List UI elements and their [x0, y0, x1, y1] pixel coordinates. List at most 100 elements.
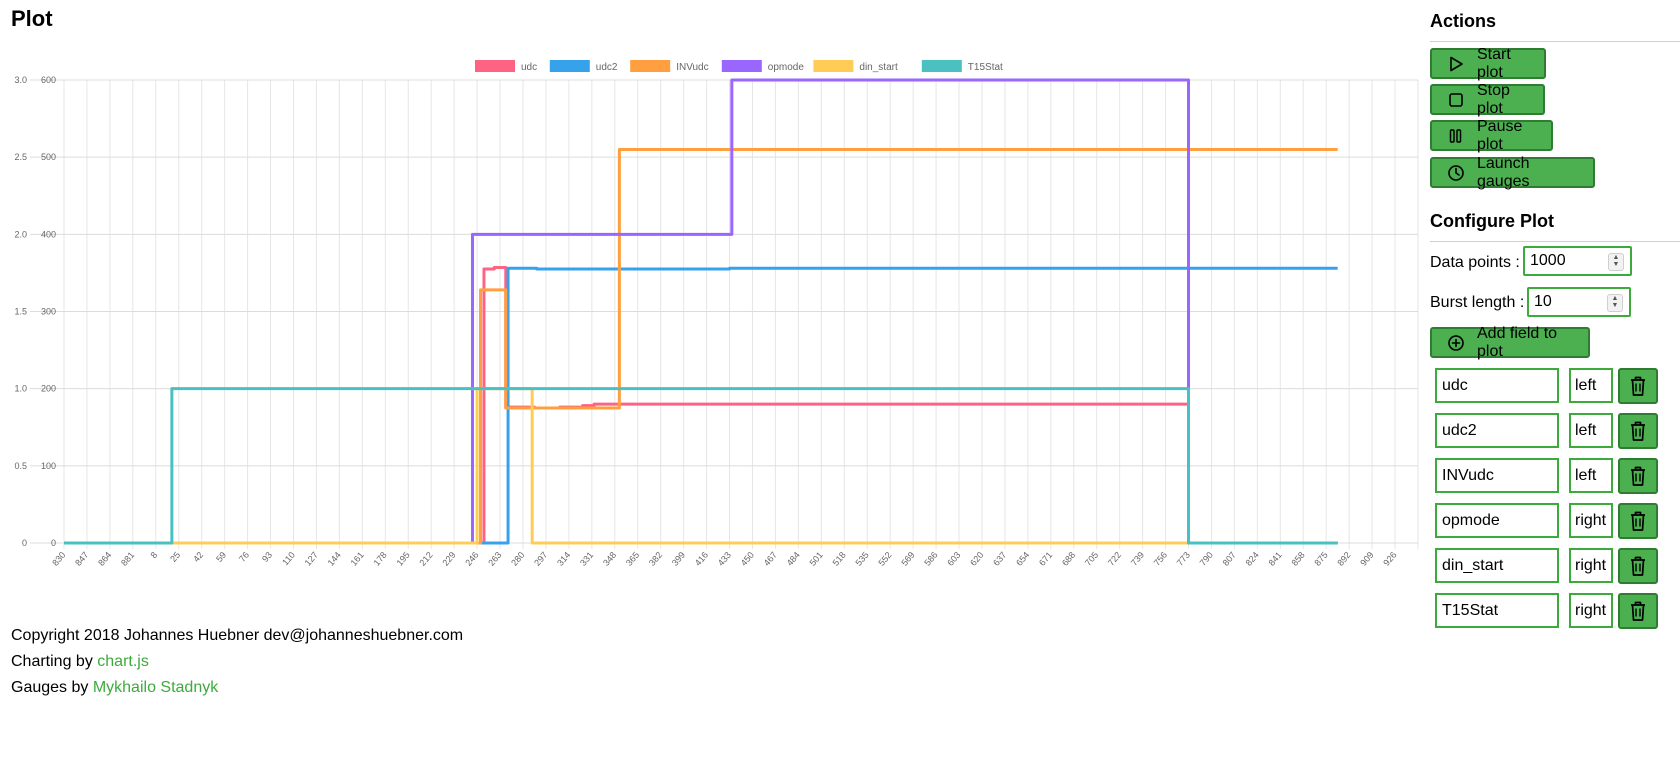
pause-plot-button[interactable]: Pause plot	[1430, 118, 1553, 153]
delete-field-button[interactable]	[1618, 458, 1658, 494]
field-name-input[interactable]: INVudc	[1435, 458, 1559, 493]
x-tick-label: 433	[716, 550, 733, 568]
delete-field-button[interactable]	[1618, 368, 1658, 404]
x-tick-label: 739	[1129, 550, 1146, 568]
chartjs-link[interactable]: chart.js	[97, 653, 149, 670]
y-left-tick-label: 100	[41, 461, 56, 471]
data-points-label: Data points :	[1430, 254, 1520, 271]
x-tick-label: 484	[785, 550, 802, 568]
y-left-tick-label: 200	[41, 384, 56, 394]
charting-prefix: Charting by	[11, 653, 98, 670]
x-tick-label: 773	[1175, 550, 1192, 568]
plus-circle-icon	[1447, 334, 1465, 352]
data-points-value: 1000	[1530, 252, 1566, 269]
x-tick-label: 467	[762, 550, 779, 568]
legend-swatch	[549, 60, 590, 72]
field-axis-select[interactable]: right	[1569, 503, 1613, 538]
y-right-tick-label: 2.5	[14, 152, 27, 162]
field-axis: left	[1575, 466, 1597, 484]
x-tick-label: 620	[968, 550, 985, 568]
x-tick-label: 127	[303, 550, 320, 568]
x-tick-label: 858	[1289, 550, 1306, 568]
y-left-tick-label: 600	[41, 75, 56, 85]
x-tick-label: 8	[148, 550, 159, 560]
configure-plot-heading: Configure Plot	[1430, 211, 1680, 242]
legend-swatch	[721, 60, 762, 72]
x-tick-label: 42	[191, 550, 205, 564]
series-line-udc	[64, 266, 1338, 545]
field-name-input[interactable]: T15Stat	[1435, 593, 1559, 628]
y-left-tick-label: 0	[51, 538, 56, 548]
x-tick-label: 263	[486, 550, 503, 568]
add-field-button[interactable]: Add field to plot	[1430, 325, 1590, 360]
data-points-spinner-icon[interactable]: ▲ ▼	[1608, 253, 1624, 271]
x-tick-label: 212	[417, 550, 434, 568]
field-axis: left	[1575, 376, 1597, 394]
x-tick-label: 331	[578, 550, 595, 568]
x-tick-label: 552	[876, 550, 893, 568]
x-tick-label: 830	[50, 550, 67, 568]
x-tick-label: 229	[440, 550, 457, 568]
x-tick-label: 586	[922, 550, 939, 568]
x-tick-label: 824	[1244, 550, 1261, 568]
field-name-input[interactable]: udc2	[1435, 413, 1559, 448]
delete-field-button[interactable]	[1618, 413, 1658, 449]
x-tick-label: 450	[739, 550, 756, 568]
field-axis-select[interactable]: right	[1569, 593, 1613, 628]
field-axis-select[interactable]: left	[1569, 368, 1613, 403]
launch-gauges-button[interactable]: Launch gauges	[1430, 155, 1595, 190]
field-name: opmode	[1442, 511, 1500, 529]
legend-label: opmode	[768, 62, 805, 73]
x-tick-label: 654	[1014, 550, 1031, 568]
legend-swatch	[813, 60, 854, 72]
x-tick-label: 59	[214, 550, 228, 564]
delete-field-button[interactable]	[1618, 593, 1658, 629]
x-tick-label: 756	[1152, 550, 1169, 568]
field-axis-select[interactable]: right	[1569, 548, 1613, 583]
x-tick-label: 603	[945, 550, 962, 568]
start-plot-button[interactable]: Start plot	[1430, 45, 1546, 81]
charting-credit: Charting by chart.js	[11, 649, 463, 675]
x-tick-label: 144	[326, 550, 343, 568]
copyright-text: Copyright 2018 Johannes Huebner dev@joha…	[11, 627, 464, 644]
x-tick-label: 93	[260, 550, 274, 564]
x-tick-label: 722	[1106, 550, 1123, 568]
x-tick-label: 161	[349, 550, 366, 568]
delete-field-button[interactable]	[1618, 503, 1658, 539]
y-left-tick-label: 400	[41, 229, 56, 239]
legend-swatch	[921, 60, 962, 72]
field-name-input[interactable]: udc	[1435, 368, 1559, 403]
field-name-input[interactable]: din_start	[1435, 548, 1559, 583]
x-tick-label: 297	[532, 550, 549, 568]
field-axis-select[interactable]: left	[1569, 458, 1613, 493]
x-tick-label: 518	[830, 550, 847, 568]
data-points-input[interactable]: 1000 ▲ ▼	[1523, 246, 1632, 276]
field-axis-select[interactable]: left	[1569, 413, 1613, 448]
x-tick-label: 110	[280, 550, 297, 567]
burst-length-spinner-icon[interactable]: ▲ ▼	[1607, 294, 1623, 312]
burst-length-input[interactable]: 10 ▲ ▼	[1527, 287, 1631, 317]
y-right-tick-label: 0.5	[14, 461, 27, 471]
legend-label: udc	[521, 62, 537, 73]
sidebar: Actions Start plot Stop plot Pause plot …	[1430, 0, 1680, 773]
field-name-input[interactable]: opmode	[1435, 503, 1559, 538]
gauges-prefix: Gauges by	[11, 679, 93, 696]
x-tick-label: 705	[1083, 550, 1100, 568]
field-name: T15Stat	[1442, 601, 1499, 619]
y-right-tick-label: 2.0	[14, 229, 27, 239]
clock-icon	[1447, 164, 1465, 182]
x-tick-label: 501	[808, 550, 825, 568]
series-line-T15Stat	[64, 387, 1338, 545]
gauges-author-link[interactable]: Mykhailo Stadnyk	[92, 679, 219, 696]
burst-length-label: Burst length :	[1430, 294, 1525, 311]
x-tick-label: 178	[371, 550, 388, 568]
x-tick-label: 637	[991, 550, 1008, 568]
stop-plot-button[interactable]: Stop plot	[1430, 82, 1545, 117]
x-tick-label: 382	[647, 550, 664, 568]
y-right-tick-label: 1.0	[14, 384, 27, 394]
x-tick-label: 246	[463, 550, 480, 568]
start-plot-label: Start plot	[1477, 45, 1511, 81]
delete-field-button[interactable]	[1618, 548, 1658, 584]
x-tick-label: 314	[555, 550, 572, 568]
y-left-tick-label: 300	[41, 307, 56, 317]
